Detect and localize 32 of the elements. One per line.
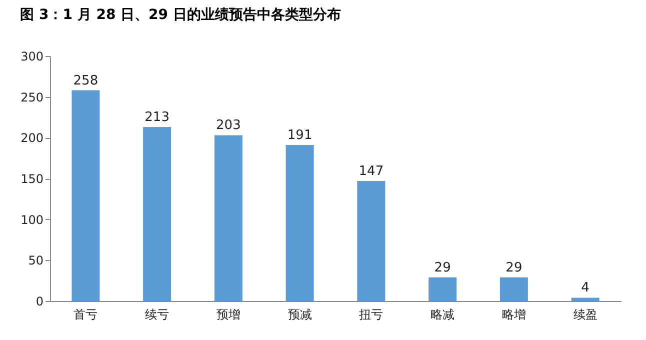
bar — [72, 90, 100, 301]
data-label: 203 — [216, 118, 241, 134]
y-tick-label: 100 — [20, 212, 44, 227]
x-tick-label: 首亏 — [74, 308, 98, 322]
y-tick-label: 150 — [20, 172, 44, 186]
bar — [286, 145, 314, 301]
y-tick-label: 200 — [20, 131, 44, 146]
bar — [428, 277, 457, 301]
x-tick-label: 预增 — [216, 308, 240, 322]
x-tick-label: 扭亏 — [359, 308, 384, 322]
chart-title: 图 3：1 月 28 日、29 日的业绩预告中各类型分布 — [20, 7, 341, 23]
bar — [143, 127, 172, 301]
x-tick-label: 续亏 — [145, 308, 170, 322]
data-label: 191 — [287, 128, 312, 144]
bar — [500, 277, 528, 301]
data-label: 213 — [144, 110, 170, 126]
y-tick-label: 300 — [20, 50, 44, 64]
x-tick-label: 略减 — [430, 308, 455, 322]
data-label: 29 — [506, 260, 522, 276]
x-tick-label: 略增 — [502, 308, 526, 322]
x-tick-label: 续盈 — [573, 308, 598, 322]
x-tick-label: 预减 — [288, 308, 312, 322]
data-label: 258 — [73, 73, 98, 88]
bar — [571, 298, 600, 301]
y-tick-label: 250 — [20, 90, 44, 104]
y-tick-label: 50 — [28, 254, 44, 268]
data-label: 29 — [434, 260, 451, 276]
data-label: 147 — [358, 164, 384, 179]
bar — [214, 135, 242, 301]
data-label: 4 — [581, 280, 590, 296]
bar — [357, 180, 386, 301]
y-tick-label: 0 — [36, 294, 44, 308]
